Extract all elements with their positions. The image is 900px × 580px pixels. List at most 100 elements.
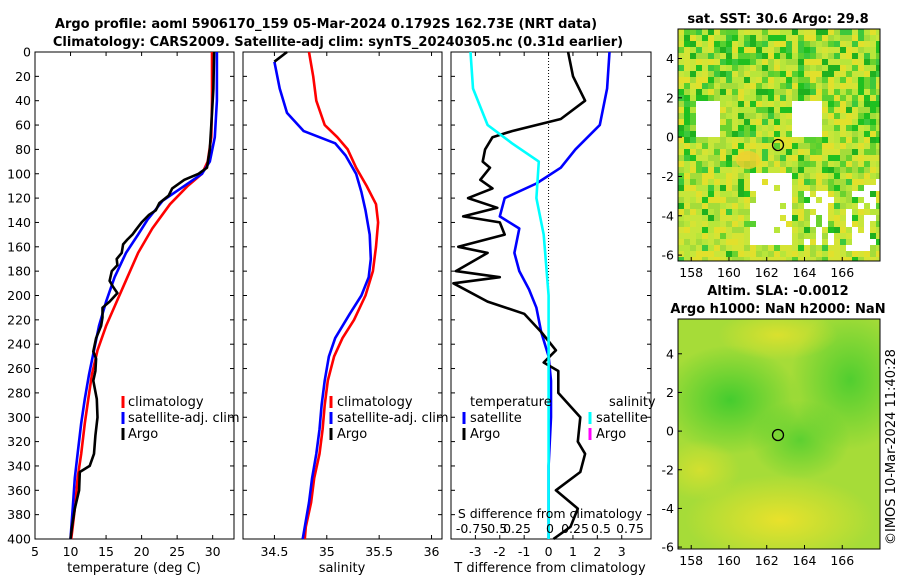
sst-cell [840,131,846,137]
sst-cell [870,173,876,179]
sst-cell [774,65,780,71]
sst-cell [714,71,720,77]
sst-cell [690,191,696,197]
x-tick-label: 15 [98,544,114,559]
sst-cell [768,107,774,113]
sst-cell [678,89,684,95]
sst-cell [684,29,690,35]
sst-cell [684,59,690,65]
sst-cell [720,89,726,95]
sst-cell [816,197,822,203]
sst-cell [792,131,798,137]
sst-cell [756,167,762,173]
sst-cell [864,47,870,53]
sst-cell [828,47,834,53]
sst-cell [780,137,786,143]
sst-cell [792,173,798,179]
sst-cell [786,125,792,131]
sst-cell [852,209,858,215]
sst-cell [786,155,792,161]
sst-cell [876,203,880,209]
sst-cell [822,185,828,191]
sst-cell [768,83,774,89]
sst-cell [738,221,744,227]
sst-cell [774,113,780,119]
sst-cell [828,221,834,227]
sst-cell [738,239,744,245]
sst-cell [702,245,708,251]
sst-cell [774,143,780,149]
legend-heading-temperature: temperature [470,395,552,410]
sst-cell [702,227,708,233]
sst-cell [822,107,828,113]
sst-cell [762,53,768,59]
sst-cell [840,65,846,71]
sst-cell [714,179,720,185]
sst-cell [744,197,750,203]
sst-cell [804,185,810,191]
sst-cell [744,125,750,131]
series-line-climatology [69,52,214,540]
sst-cell [780,191,786,197]
sst-cell [726,179,732,185]
sst-cell [678,125,684,131]
sst-cell [708,161,714,167]
sst-cell [738,47,744,53]
sst-cell [774,71,780,77]
legend-label-argo: Argo [337,427,367,442]
sst-cell [810,47,816,53]
sst-cell [876,185,880,191]
s-tick-label-zero: 0 [546,521,554,536]
difference-xlabel: T difference from climatology [453,561,646,576]
sst-cell [792,251,798,257]
sst-cell [696,125,702,131]
sst-cell [858,113,864,119]
sst-cell [750,215,756,221]
x-tick-label: 36 [424,544,440,559]
sst-cell [738,101,744,107]
sst-cell [816,83,822,89]
sst-cell [762,203,768,209]
sst-cell [828,185,834,191]
sst-cell [852,59,858,65]
sst-cell [732,185,738,191]
sst-cell [852,149,858,155]
sst-cell [870,167,876,173]
sst-cell [678,239,684,245]
sst-cell [714,257,720,261]
sst-cell [732,41,738,47]
sst-cell [792,239,798,245]
sst-cell [810,65,816,71]
sst-cell [732,29,738,35]
sst-cell [762,215,768,221]
sst-cell [870,107,876,113]
sst-cell [738,53,744,59]
sst-cell [684,53,690,59]
sst-cell [864,137,870,143]
sst-cell [870,257,876,261]
sst-cell [822,149,828,155]
sst-cell [678,221,684,227]
sst-cell [786,53,792,59]
sst-cell [756,179,762,185]
sst-cell [870,155,876,161]
sst-cell [684,197,690,203]
sst-cell [684,77,690,83]
temperature-legend: climatology satellite-adj. clim Argo [121,395,240,442]
sst-cell [828,131,834,137]
sst-cell [876,245,880,251]
imos-stamp: ©IMOS 10-Mar-2024 11:40:28 [884,349,899,545]
sst-cell [744,107,750,113]
map-x-tick-label: 162 [755,265,779,280]
sst-cell [870,65,876,71]
sst-cell [870,143,876,149]
sst-cell [762,77,768,83]
sst-cell [684,65,690,71]
sst-cell [798,227,804,233]
sla-map-title2: Argo h1000: NaN h2000: NaN [670,302,885,317]
sst-cell [846,53,852,59]
sst-cell [678,167,684,173]
sst-cell [840,245,846,251]
sst-cell [828,245,834,251]
sst-cell [762,119,768,125]
